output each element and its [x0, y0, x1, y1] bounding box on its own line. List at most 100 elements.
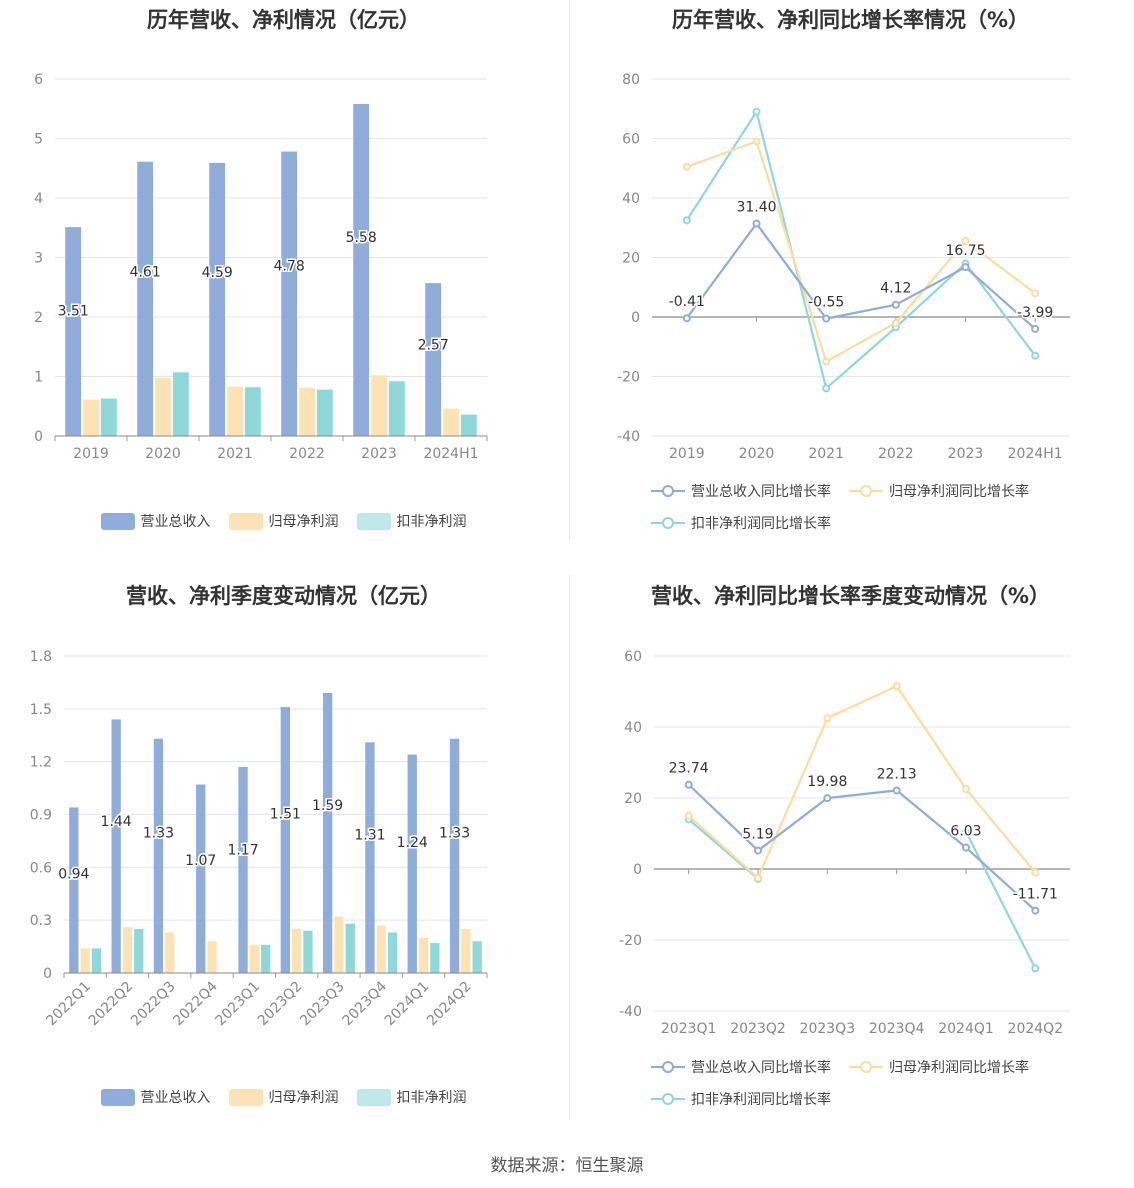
bar-deducted-profit: [345, 923, 355, 973]
bar-value-label: 1.51: [270, 806, 301, 822]
point-value-label: 5.19: [742, 827, 773, 843]
bar-net-profit: [371, 375, 387, 436]
legend-label: 营业总收入: [140, 1090, 211, 1106]
data-point: [752, 107, 761, 116]
bar-value-label: 1.33: [439, 825, 470, 841]
bar-revenue: [238, 766, 248, 973]
y-tick-label: 1: [34, 370, 43, 386]
series-line-deducted-growth: [687, 818, 1037, 969]
bar-net-profit: [83, 399, 99, 436]
x-tick-label: 2022: [289, 446, 325, 462]
y-tick-label: 40: [624, 720, 642, 736]
series-line-net-growth: [687, 684, 1037, 880]
legend-item-revenue[interactable]: 营业总收入: [100, 1087, 211, 1107]
legend-label: 营业总收入同比增长率: [691, 484, 831, 500]
bar-revenue: [353, 103, 370, 437]
x-tick-label: 2023Q1: [213, 979, 264, 1030]
legend-item-deducted-profit[interactable]: 扣非净利润: [356, 1087, 467, 1107]
y-tick-label: 0.6: [30, 860, 52, 876]
series-line-net-growth: [686, 140, 1036, 364]
bar-deducted-profit: [134, 928, 144, 973]
y-tick-label: 1.8: [30, 649, 52, 665]
bar-revenue: [425, 283, 442, 436]
x-tick-label: 2023Q1: [661, 1021, 717, 1037]
point-value-label: 4.12: [880, 281, 911, 297]
bar-revenue: [322, 692, 333, 973]
bar-net-profit: [227, 386, 243, 436]
bar-deducted-profit: [316, 389, 333, 436]
x-tick-label: 2024Q2: [424, 979, 475, 1030]
legend-item-net-profit[interactable]: 归母净利润: [228, 1087, 339, 1107]
point-value-label: 31.40: [736, 200, 776, 216]
y-tick-label: -20: [619, 933, 642, 949]
legend-item-deducted-growth[interactable]: 扣非净利润同比增长率: [651, 1089, 831, 1109]
legend-item-revenue-growth[interactable]: 营业总收入同比增长率: [651, 481, 831, 501]
x-tick-label: 2019: [73, 446, 109, 462]
legend-label: 营业总收入: [140, 514, 211, 530]
bar-value-label: 1.24: [397, 835, 428, 851]
annual-revenue-profit-chart: 历年营收、净利情况（亿元） 0 1 2 3 4 5 6 2019 3.51 2020 4.61 202…: [0, 0, 567, 545]
data-point: [892, 682, 901, 691]
data-point: [822, 314, 831, 323]
bar-deducted-profit: [100, 398, 117, 436]
legend-item-net-growth[interactable]: 归母净利润同比增长率: [849, 481, 1029, 501]
bar-value-label: 4.78: [274, 258, 305, 274]
y-tick-label: 20: [622, 251, 640, 267]
legend-item-revenue[interactable]: 营业总收入: [100, 511, 211, 531]
chart-title: 营收、净利季度变动情况（亿元）: [126, 584, 441, 608]
bar-net-profit: [249, 944, 260, 973]
legend-swatch-net-growth: [849, 484, 883, 498]
legend-swatch-deducted-growth: [651, 1092, 685, 1106]
legend-label: 营业总收入同比增长率: [691, 1060, 831, 1076]
bar-deducted-profit: [91, 948, 102, 973]
point-value-label: -0.41: [669, 294, 705, 310]
bar-deducted-profit: [244, 387, 261, 436]
y-tick-label: 0: [633, 862, 642, 878]
y-tick-label: 2: [34, 310, 43, 326]
bar-net-profit: [155, 377, 171, 436]
data-point: [1031, 289, 1040, 298]
data-point: [892, 786, 901, 795]
legend-item-revenue-growth[interactable]: 营业总收入同比增长率: [651, 1057, 831, 1077]
bar-net-profit: [207, 941, 217, 973]
legend-item-net-growth[interactable]: 归母净利润同比增长率: [849, 1057, 1029, 1077]
x-tick-label: 2024H1: [1008, 446, 1063, 462]
y-tick-label: -40: [617, 429, 640, 445]
bar-revenue: [407, 754, 417, 973]
legend-item-deducted-profit[interactable]: 扣非净利润: [356, 511, 467, 531]
data-point: [961, 263, 970, 272]
chart-plot: -40 -20 0 20 40 60 2023Q1 2023Q2 2023Q3 2023Q4 202…: [619, 649, 1070, 1037]
legend-item-deducted-growth[interactable]: 扣非净利润同比增长率: [651, 513, 831, 533]
legend-label: 归母净利润: [268, 1090, 339, 1106]
bar-revenue: [449, 738, 460, 973]
bar-net-profit: [376, 925, 386, 973]
x-tick-label: 2024Q1: [382, 979, 433, 1030]
y-tick-label: -20: [617, 370, 640, 386]
x-tick-label: 2022Q1: [43, 979, 94, 1030]
x-tick-label: 2019: [669, 446, 705, 462]
bar-net-profit: [291, 928, 302, 973]
bar-deducted-profit: [430, 943, 440, 973]
legend-item-net-profit[interactable]: 归母净利润: [228, 511, 339, 531]
data-point: [962, 843, 970, 852]
point-value-label: 16.75: [945, 243, 985, 259]
legend-label: 扣非净利润同比增长率: [691, 516, 831, 532]
bar-revenue: [365, 742, 375, 973]
x-tick-label: 2023Q3: [297, 979, 348, 1030]
series-line-revenue-growth: [685, 221, 1036, 330]
data-source-note: 数据来源：恒生聚源: [490, 1156, 644, 1176]
data-point: [961, 237, 970, 246]
bar-value-label: 5.58: [346, 230, 377, 246]
x-tick-label: 2020: [145, 446, 181, 462]
data-point: [754, 873, 762, 882]
chart-plot: 0 1 2 3 4 5 6 2019 3.51 2020 4.61 2021 4.59 2022 4.78 2…: [34, 72, 488, 462]
bar-deducted-profit: [387, 932, 398, 973]
bar-value-label: 1.17: [227, 842, 258, 858]
x-tick-label: 2021: [217, 446, 253, 462]
bar-deducted-profit: [172, 372, 189, 436]
data-point: [754, 846, 762, 855]
bar-value-label: 4.59: [202, 265, 233, 281]
bar-deducted-profit: [303, 930, 313, 973]
y-tick-label: 0: [34, 429, 43, 445]
x-tick-label: 2023Q2: [730, 1021, 786, 1037]
